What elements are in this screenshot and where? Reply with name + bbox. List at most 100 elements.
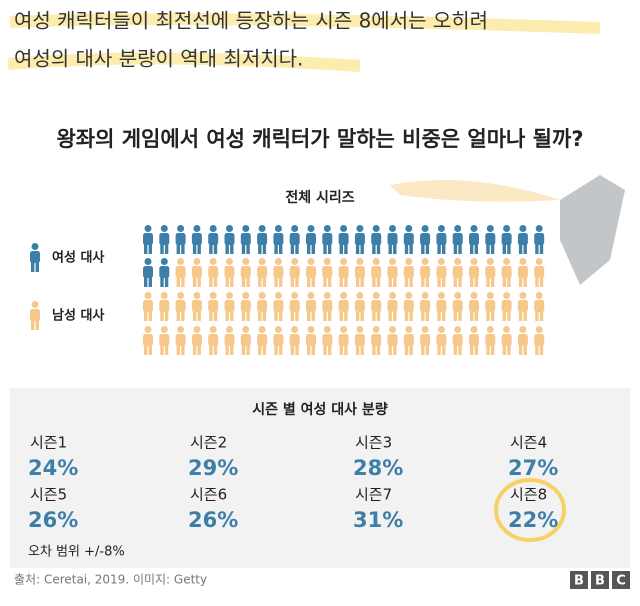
person-icon [354, 225, 365, 254]
person-icon [452, 225, 463, 254]
person-icon [371, 326, 382, 355]
person-icon [208, 292, 219, 321]
person-icon [420, 225, 431, 254]
season-label: 시즌2 [190, 434, 227, 452]
person-icon [224, 258, 235, 287]
person-icon [191, 258, 202, 287]
person-icon [485, 292, 496, 321]
person-icon [436, 292, 447, 321]
person-icon [257, 326, 268, 355]
person-icon [452, 258, 463, 287]
logo-letter: C [616, 574, 626, 589]
person-icon [289, 225, 300, 254]
logo-letter: B [595, 574, 605, 589]
season-value: 22% [508, 508, 558, 532]
person-icon [371, 258, 382, 287]
season-label: 시즌4 [510, 434, 547, 452]
person-icon [469, 258, 479, 287]
person-icon [322, 326, 333, 355]
person-icon [143, 326, 153, 355]
person-icon [387, 326, 398, 355]
person-icon [501, 225, 512, 254]
logo-box [591, 571, 609, 589]
person-icon [273, 225, 284, 254]
person-icon [240, 292, 251, 321]
highlight [7, 52, 361, 72]
person-icon [306, 326, 316, 355]
person-icon [534, 326, 545, 355]
person-icon [224, 292, 235, 321]
person-icon [159, 292, 170, 321]
person-icon [338, 225, 349, 254]
season-label: 시즌8 [510, 486, 547, 504]
person-icon [273, 292, 284, 321]
person-icon [159, 258, 170, 287]
season-label: 시즌6 [190, 486, 227, 504]
person-icon [273, 258, 284, 287]
person-icon [420, 292, 431, 321]
logo-box [570, 571, 588, 589]
person-icon [143, 292, 153, 321]
fire [390, 180, 560, 202]
person-icon [501, 258, 512, 287]
person-icon [436, 225, 447, 254]
person-icon [501, 292, 512, 321]
person-icon [273, 326, 284, 355]
person-icon [517, 258, 528, 287]
person-icon [30, 243, 40, 272]
dragon [560, 175, 625, 285]
note: 오차 범위 +/-8% [28, 545, 125, 560]
person-icon [322, 225, 333, 254]
person-icon [159, 326, 170, 355]
logo-letter: B [574, 574, 584, 589]
person-icon [159, 225, 170, 254]
person-icon [420, 326, 431, 355]
season-value: 29% [188, 456, 238, 480]
season-label: 시즌3 [355, 434, 392, 452]
logo-box [612, 571, 630, 589]
season-label: 시즌7 [355, 486, 392, 504]
person-icon [224, 225, 235, 254]
person-icon [306, 225, 316, 254]
person-icon [354, 292, 365, 321]
person-icon [322, 292, 333, 321]
person-icon [403, 326, 414, 355]
person-icon [175, 326, 186, 355]
person-icon [371, 225, 382, 254]
season-value: 26% [188, 508, 238, 532]
person-icon [420, 258, 431, 287]
person-icon [452, 326, 463, 355]
person-icon [469, 326, 479, 355]
person-icon [208, 225, 219, 254]
person-icon [517, 326, 528, 355]
person-icon [436, 258, 447, 287]
header-line: 여성의 대사 분량이 역대 최저치다. [14, 47, 303, 71]
header-line: 여성 캐릭터들이 최전선에 등장하는 시즌 8에서는 오히려 [14, 9, 488, 33]
legend-label: 여성 대사 [52, 250, 104, 266]
person-icon [175, 292, 186, 321]
season-label: 시즌5 [30, 486, 67, 504]
highlight-circle [494, 478, 566, 542]
person-icon [534, 292, 545, 321]
source: 출처: Ceretai, 2019. 이미지: Getty [14, 573, 207, 587]
seasons-title: 시즌 별 여성 대사 분량 [252, 401, 388, 418]
person-icon [257, 292, 268, 321]
season-value: 28% [353, 456, 403, 480]
person-icon [175, 258, 186, 287]
person-icon [371, 292, 382, 321]
person-icon [354, 326, 365, 355]
person-icon [306, 292, 316, 321]
person-icon [517, 225, 528, 254]
person-icon [306, 258, 316, 287]
season-value: 26% [28, 508, 78, 532]
person-icon [517, 292, 528, 321]
person-icon [322, 258, 333, 287]
person-icon [224, 326, 235, 355]
person-icon [143, 225, 153, 254]
season-value: 27% [508, 456, 558, 480]
title: 왕좌의 게임에서 여성 캐릭터가 말하는 비중은 얼마나 될까? [56, 127, 583, 151]
person-icon [485, 326, 496, 355]
person-icon [208, 258, 219, 287]
highlight [9, 13, 601, 34]
